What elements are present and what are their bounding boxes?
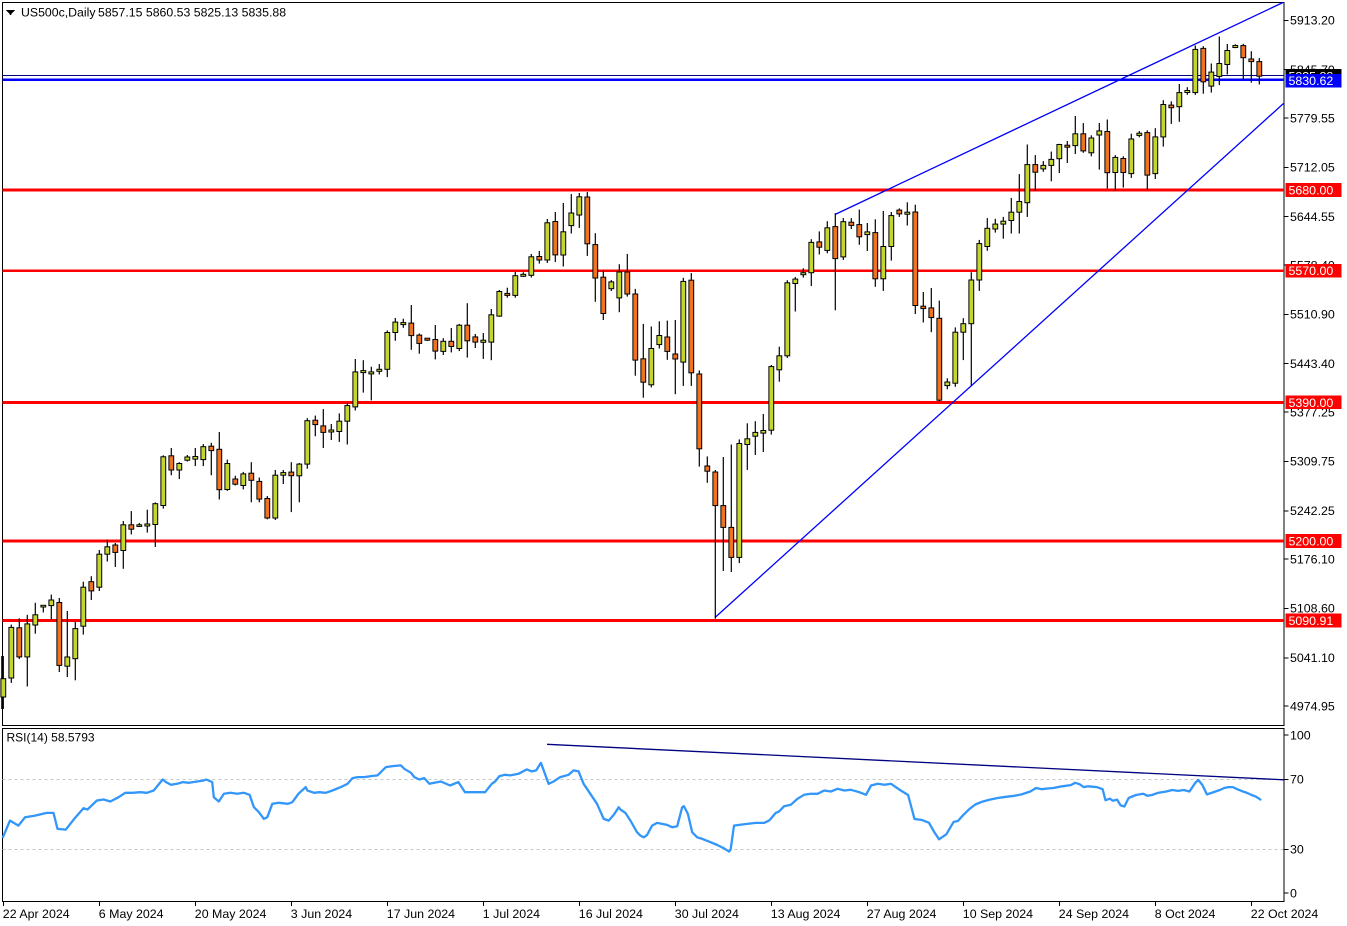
svg-text:0: 0 xyxy=(1290,886,1297,900)
svg-text:5857.15 5860.53 5825.13 5835.8: 5857.15 5860.53 5825.13 5835.88 xyxy=(98,5,286,19)
svg-text:30 Jul 2024: 30 Jul 2024 xyxy=(675,907,739,921)
svg-text:US500c,Daily: US500c,Daily xyxy=(21,5,96,19)
svg-text:27 Aug 2024: 27 Aug 2024 xyxy=(867,907,937,921)
svg-text:5779.55: 5779.55 xyxy=(1290,111,1335,125)
svg-text:5090.91: 5090.91 xyxy=(1289,614,1334,628)
svg-text:3 Jun 2024: 3 Jun 2024 xyxy=(291,907,352,921)
svg-text:5242.25: 5242.25 xyxy=(1290,504,1335,518)
svg-text:17 Jun 2024: 17 Jun 2024 xyxy=(387,907,455,921)
svg-text:5041.10: 5041.10 xyxy=(1290,651,1335,665)
svg-text:5108.60: 5108.60 xyxy=(1290,602,1335,616)
svg-text:20 May 2024: 20 May 2024 xyxy=(195,907,267,921)
svg-text:5712.05: 5712.05 xyxy=(1290,161,1335,175)
svg-text:RSI(14) 58.5793: RSI(14) 58.5793 xyxy=(7,731,95,745)
svg-text:5200.00: 5200.00 xyxy=(1289,534,1334,548)
svg-text:4974.95: 4974.95 xyxy=(1290,700,1335,714)
svg-text:22 Oct 2024: 22 Oct 2024 xyxy=(1251,907,1319,921)
svg-text:16 Jul 2024: 16 Jul 2024 xyxy=(579,907,643,921)
svg-text:5390.00: 5390.00 xyxy=(1289,396,1334,410)
svg-text:5680.00: 5680.00 xyxy=(1289,183,1334,197)
svg-text:5570.00: 5570.00 xyxy=(1289,264,1334,278)
svg-text:22 Apr 2024: 22 Apr 2024 xyxy=(3,907,70,921)
svg-text:5913.20: 5913.20 xyxy=(1290,14,1335,28)
svg-text:5644.55: 5644.55 xyxy=(1290,210,1335,224)
svg-text:24 Sep 2024: 24 Sep 2024 xyxy=(1059,907,1129,921)
svg-text:8 Oct 2024: 8 Oct 2024 xyxy=(1155,907,1216,921)
svg-text:5510.90: 5510.90 xyxy=(1290,308,1335,322)
svg-text:1 Jul 2024: 1 Jul 2024 xyxy=(483,907,540,921)
svg-text:10 Sep 2024: 10 Sep 2024 xyxy=(963,907,1033,921)
svg-text:100: 100 xyxy=(1290,728,1311,742)
svg-text:5309.75: 5309.75 xyxy=(1290,455,1335,469)
svg-text:5176.10: 5176.10 xyxy=(1290,552,1335,566)
svg-text:30: 30 xyxy=(1290,843,1304,857)
svg-text:5830.62: 5830.62 xyxy=(1289,74,1334,88)
svg-text:5443.40: 5443.40 xyxy=(1290,357,1335,371)
svg-text:6 May 2024: 6 May 2024 xyxy=(99,907,164,921)
svg-text:70: 70 xyxy=(1290,773,1304,787)
svg-text:13 Aug 2024: 13 Aug 2024 xyxy=(771,907,841,921)
